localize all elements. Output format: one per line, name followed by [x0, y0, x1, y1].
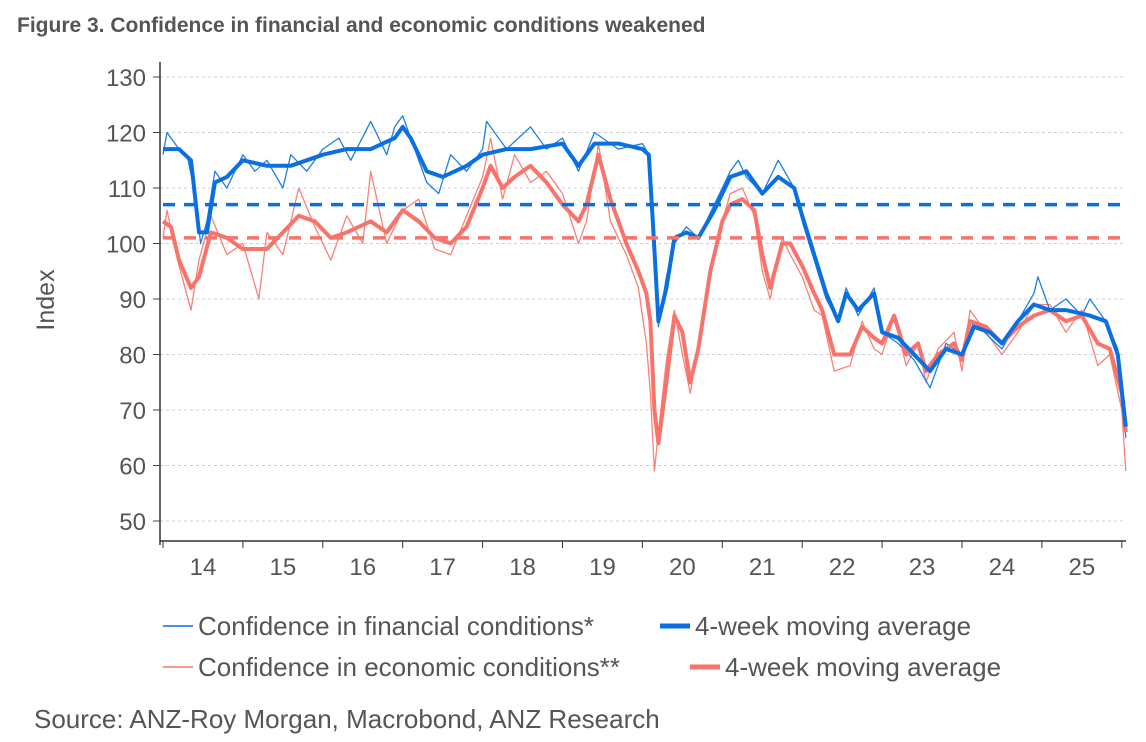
x-tick-label: 23	[909, 554, 936, 581]
legend-label: Confidence in economic conditions**	[198, 652, 620, 682]
y-tick-label: 130	[106, 65, 146, 92]
y-tick-label: 100	[106, 232, 146, 259]
legend-label: 4-week moving average	[725, 652, 1001, 682]
y-axis-label: Index	[32, 269, 60, 331]
x-tick-label: 17	[429, 554, 456, 581]
y-tick-label: 90	[119, 287, 146, 314]
series-group	[161, 115, 1128, 472]
chart-title: Figure 3. Confidence in financial and ec…	[17, 14, 706, 37]
x-tick-label: 20	[669, 554, 696, 581]
financial-thick-series-line	[163, 124, 1128, 427]
y-tick-label: 50	[119, 509, 146, 536]
x-tick-label: 18	[509, 554, 536, 581]
x-tick-label: 19	[589, 554, 616, 581]
financial-thin-series-line	[162, 115, 1127, 438]
y-tick-label: 80	[119, 343, 146, 370]
x-tick-label: 14	[190, 554, 217, 581]
x-tick-label: 16	[349, 554, 376, 581]
source-note: Source: ANZ-Roy Morgan, Macrobond, ANZ R…	[34, 704, 660, 734]
x-tick-label: 25	[1068, 554, 1095, 581]
axes: 50 60 70 80 90 100 110 120 130 14 15 16 17 18 19 20 21 22…	[106, 62, 1126, 581]
x-tick-label: 24	[989, 554, 1016, 581]
economic-thick-series-line	[161, 152, 1128, 446]
legend-label: Confidence in financial conditions*	[198, 611, 594, 641]
economic-thin-series-line	[162, 137, 1127, 472]
y-tick-label: 120	[106, 121, 146, 148]
x-tick-label: 21	[749, 554, 776, 581]
x-tick-label: 22	[829, 554, 856, 581]
y-tick-label: 110	[108, 176, 146, 203]
legend-label: 4-week moving average	[695, 611, 971, 641]
y-tick-label: 60	[119, 454, 146, 481]
x-tick-label: 15	[269, 554, 296, 581]
legend: Confidence in financial conditions* 4-wee…	[163, 611, 1001, 682]
y-tick-label: 70	[119, 398, 146, 425]
